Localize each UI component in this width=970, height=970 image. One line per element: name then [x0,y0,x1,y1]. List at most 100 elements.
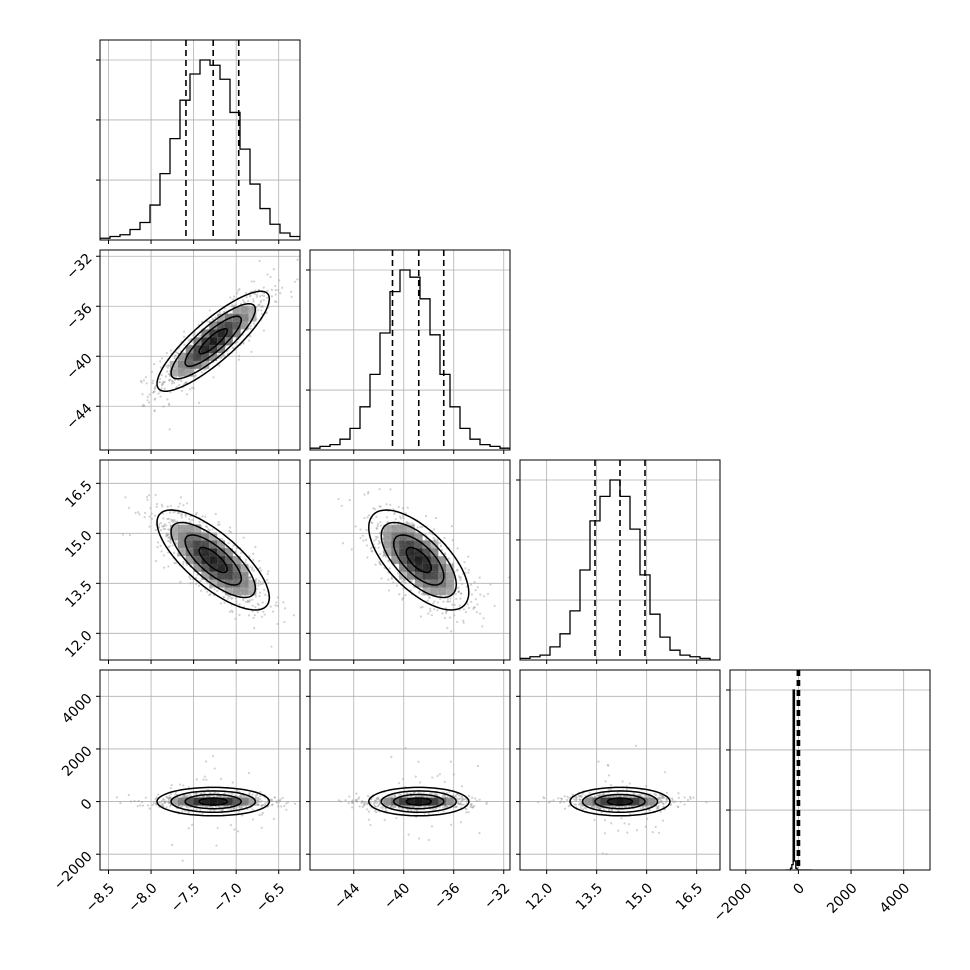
density-bin [232,321,241,330]
sample-point [347,801,350,805]
sample-point [460,592,463,595]
sample-point [197,334,200,337]
sample-point [270,295,274,298]
density-bin [169,524,178,533]
sample-point [204,515,207,518]
sample-point [209,809,212,812]
sample-point [151,391,155,394]
sample-point [171,544,174,547]
sample-point [167,551,170,554]
contour-line-1 [184,534,243,586]
sample-point [156,502,159,506]
sample-point [194,792,197,795]
sample-point [374,535,378,538]
sample-point [376,536,379,539]
sample-point [200,795,203,799]
sample-point [367,514,371,517]
sample-point [269,605,272,608]
sample-point [448,790,451,794]
sample-point [429,792,432,795]
density-bin [209,345,218,354]
sample-point [140,801,144,804]
sample-point [354,525,357,528]
sample-point [256,602,259,605]
sample-point [260,800,263,803]
sample-point [419,781,422,784]
sample-point [254,606,257,609]
sample-point [408,522,411,525]
sample-point [275,601,278,604]
sample-point [258,813,261,817]
sample-point [184,381,188,385]
sample-point [397,505,400,509]
density-bin [232,305,241,314]
sample-point [263,613,266,616]
sample-point [411,805,415,808]
sample-point [451,603,454,606]
sample-point [163,387,166,390]
sample-point [219,795,223,798]
sample-point [262,329,265,332]
sample-point [253,626,256,630]
sample-point [240,795,243,798]
sample-point [173,381,176,385]
sample-point [250,350,253,353]
density-bin [391,797,400,806]
sample-point [474,598,477,601]
sample-point [240,794,243,798]
sample-point [241,298,245,302]
histogram-panel-1 [306,249,511,454]
sample-point [375,811,378,814]
sample-point [424,515,428,518]
sample-point [262,610,265,613]
sample-point [392,805,395,809]
sample-point [141,404,144,408]
sample-point [154,385,157,388]
sample-point [276,596,279,599]
sample-point [248,576,251,579]
density-bin [209,532,218,541]
sample-point [443,552,447,555]
sample-point [450,525,453,528]
contour-line-1 [393,793,445,810]
sample-point [359,536,362,540]
density-bin [430,571,439,580]
sample-point [234,617,237,620]
sample-point [275,800,278,803]
sample-point [436,774,439,777]
density-bin [209,321,218,330]
density-bin [185,353,194,361]
sample-point [411,804,414,808]
sample-point [461,799,464,802]
sample-point [465,811,468,814]
contour-line-0 [198,328,228,355]
density-bin [193,563,202,572]
sample-point [560,797,564,800]
sample-point [164,800,167,803]
sample-point [195,778,198,781]
sample-point [614,795,618,798]
sample-point [366,794,370,798]
sample-point [364,801,367,804]
density-bin [185,532,194,541]
sample-point [290,290,293,294]
panel-background [310,670,510,870]
sample-point [377,798,380,801]
sample-point [361,805,364,809]
sample-point [153,390,156,393]
sample-point [378,541,382,544]
density-bin [193,524,202,533]
sample-point [183,795,186,799]
sample-point [169,541,172,544]
sample-point [222,310,226,313]
sample-point [447,557,450,560]
sample-point [278,279,281,282]
sample-point [373,508,377,511]
sample-point [574,803,577,806]
panel-frame [309,249,511,451]
scatter-panel-2-1 [306,459,511,664]
sample-point [161,383,164,386]
sample-point [257,803,260,806]
sample-point [254,293,257,296]
